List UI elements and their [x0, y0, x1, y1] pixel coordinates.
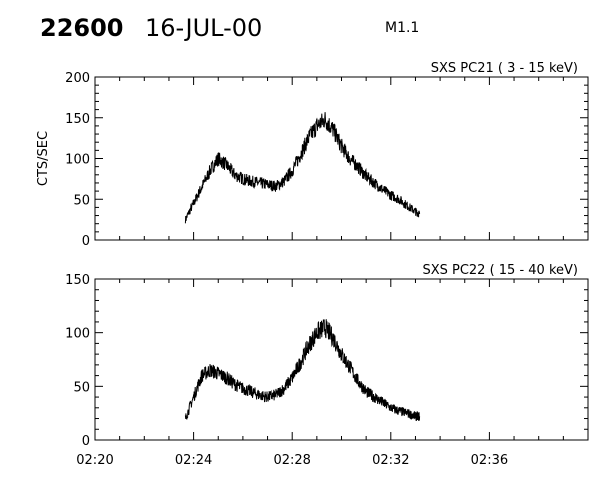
lightcurve-line-1	[184, 112, 421, 224]
y-tick-label: 50	[73, 193, 90, 208]
y-tick-label: 100	[65, 327, 90, 342]
y-tick-label: 200	[65, 71, 90, 86]
lightcurve-line-2	[184, 319, 421, 421]
x-tick-label: 02:28	[273, 453, 310, 468]
flare-date: 16-JUL-00	[145, 14, 263, 42]
y-tick-label: 100	[65, 153, 90, 168]
series-label-2: SXS PC22 ( 15 - 40 keV)	[422, 263, 578, 278]
y-tick-label: 50	[73, 380, 90, 395]
y-tick-label: 150	[65, 273, 90, 288]
x-tick-label: 02:20	[76, 453, 113, 468]
x-tick-label: 02:24	[175, 453, 212, 468]
y-tick-label: 150	[65, 112, 90, 127]
flare-id: 22600	[40, 14, 124, 42]
flare-class: M1.1	[385, 20, 420, 36]
x-tick-label: 02:32	[372, 453, 409, 468]
y-axis-label: CTS/SEC	[36, 131, 51, 186]
y-tick-label: 0	[82, 434, 90, 449]
y-tick-label: 0	[82, 234, 90, 249]
series-label-1: SXS PC21 ( 3 - 15 keV)	[431, 61, 578, 76]
x-tick-label: 02:36	[471, 453, 508, 468]
plot-frame-1	[94, 76, 589, 241]
